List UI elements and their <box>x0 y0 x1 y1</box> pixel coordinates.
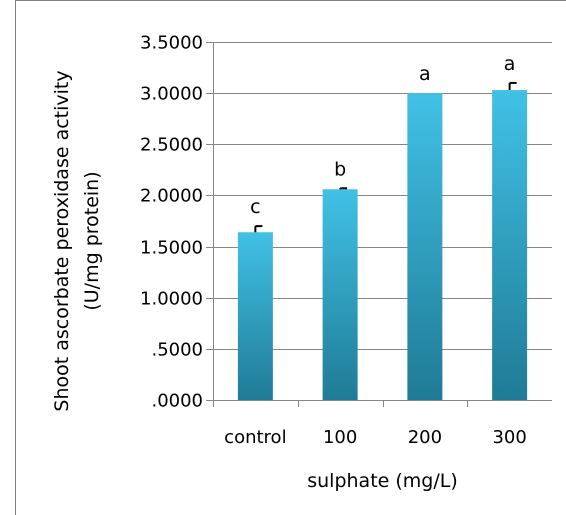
bar-200 <box>407 93 443 401</box>
y-tick-label: 2.0000 <box>140 186 203 207</box>
y-axis-title-line: (U/mg protein) <box>81 171 103 310</box>
significance-label: a <box>419 63 431 85</box>
x-axis-title: sulphate (mg/L) <box>307 470 458 492</box>
labels: .0000 .5000 1.0000 1.5000 2.0000 2.5000 3.0000… <box>51 33 527 493</box>
y-tick-label: .5000 <box>151 340 203 361</box>
y-tick-label: 1.5000 <box>140 238 203 259</box>
x-tick-label: 100 <box>323 427 357 448</box>
significance-label: b <box>334 158 346 180</box>
x-tick-label: control <box>224 427 286 448</box>
y-axis-title-line: Shoot ascorbate peroxidase activity <box>51 70 73 411</box>
y-tick-label: 3.5000 <box>140 33 203 54</box>
y-tick-label: 3.0000 <box>140 84 203 105</box>
bar-control <box>237 232 273 400</box>
bar-100 <box>322 189 358 400</box>
chart-frame <box>15 0 566 515</box>
y-tick-label: .0000 <box>151 391 203 412</box>
axes <box>213 42 552 407</box>
significance-label: c <box>250 196 260 218</box>
bars <box>237 81 528 401</box>
y-tick-label: 1.0000 <box>140 289 203 310</box>
y-tick-label: 2.5000 <box>140 135 203 156</box>
x-tick-label: 200 <box>408 427 442 448</box>
x-tick-label: 300 <box>492 427 526 448</box>
bar-300 <box>492 90 528 401</box>
significance-label: a <box>504 53 516 75</box>
